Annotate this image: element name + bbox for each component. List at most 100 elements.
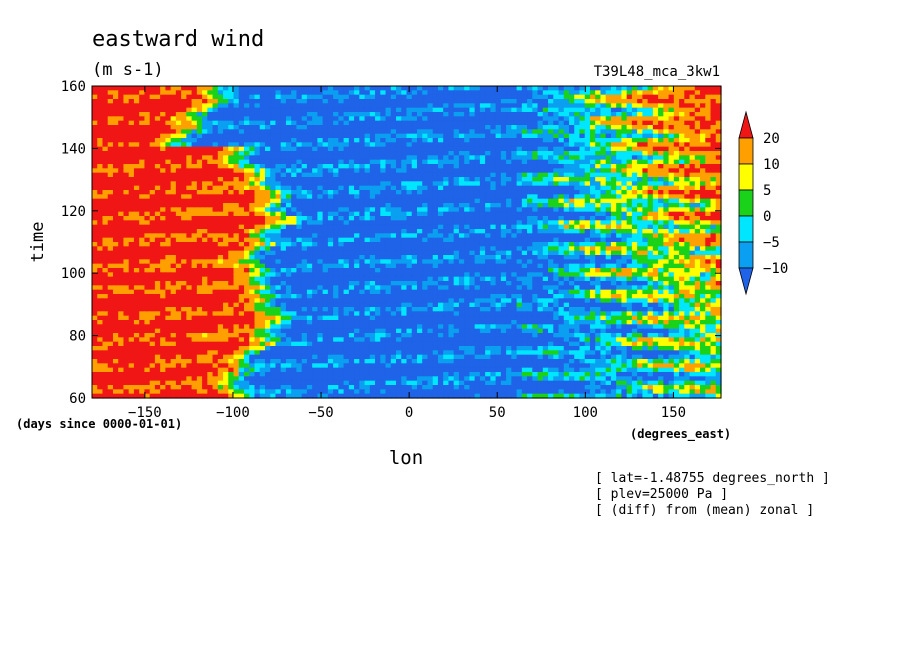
field-cell [490,107,497,113]
field-cell [338,194,345,200]
field-cell [710,181,717,187]
field-cell [516,112,523,117]
field-cell [416,246,423,252]
field-cell [223,198,229,204]
field-cell [354,211,360,217]
field-cell [186,224,193,230]
field-cell [112,216,119,221]
field-cell [238,263,245,269]
field-cell [647,237,654,243]
field-cell [160,159,166,165]
field-cell [479,237,486,243]
field-cell [118,237,125,243]
field-cell [705,159,712,165]
field-cell [532,207,539,213]
field-cell [500,99,507,104]
field-cell [710,233,717,239]
field-cell [144,159,151,165]
field-cell [112,155,119,161]
field-cell [427,159,434,165]
field-cell [469,233,476,239]
field-cell [511,172,518,178]
field-cell [275,233,282,239]
field-cell [422,177,429,182]
field-cell [589,164,596,169]
field-cell [642,224,649,230]
field-cell [338,185,345,191]
field-cell [637,203,643,208]
field-cell [233,246,240,252]
field-cell [165,116,172,122]
field-cell [548,94,554,100]
field-cell [244,233,250,239]
field-cell [658,107,664,113]
field-cell [212,242,219,247]
field-cell [458,233,465,239]
field-cell [249,112,256,117]
field-cell [437,181,444,187]
field-cell [673,250,680,256]
field-cell [322,194,329,200]
field-cell [710,172,717,178]
field-cell [668,198,675,204]
field-cell [275,107,282,113]
field-cell [296,263,303,269]
field-cell [427,164,434,169]
field-cell [406,142,413,148]
field-cell [223,259,229,265]
field-cell [626,86,633,91]
field-cell [181,259,187,265]
field-cell [338,216,345,221]
field-cell [217,216,224,221]
field-cell [254,116,261,122]
field-cell [254,237,261,243]
field-cell [102,233,109,239]
field-cell [280,138,287,143]
field-cell [652,242,659,247]
field-cell [532,229,539,234]
field-cell [364,99,371,104]
field-cell [191,151,198,156]
field-cell [495,181,502,187]
field-cell [464,90,470,96]
field-cell [254,172,261,178]
field-cell [112,99,119,104]
field-cell [600,151,607,156]
field-cell [443,250,450,256]
field-cell [700,181,706,187]
field-cell [139,86,146,91]
field-cell [202,190,208,195]
field-cell [673,190,680,195]
field-cell [673,103,680,109]
field-cell [684,250,691,256]
field-cell [589,181,596,187]
field-cell [427,94,434,100]
field-cell [128,90,135,96]
field-cell [542,246,549,252]
field-cell [249,177,256,182]
field-cell [663,177,670,182]
field-cell [97,120,104,126]
field-cell [600,224,607,230]
field-cell [128,250,135,256]
field-cell [133,168,140,174]
field-cell [97,172,104,178]
field-cell [506,120,512,126]
field-cell [595,211,602,217]
field-cell [668,168,675,174]
field-cell [610,116,617,122]
field-cell [448,90,455,96]
field-cell [416,177,423,182]
field-cell [631,177,638,182]
field-cell [411,177,418,182]
field-cell [658,172,664,178]
field-cell [637,198,643,204]
field-cell [474,142,481,148]
field-cell [312,94,318,100]
field-cell [264,207,271,213]
field-cell [453,107,460,113]
field-cell [354,112,360,117]
field-cell [631,203,638,208]
field-cell [689,259,696,265]
field-cell [291,185,298,191]
